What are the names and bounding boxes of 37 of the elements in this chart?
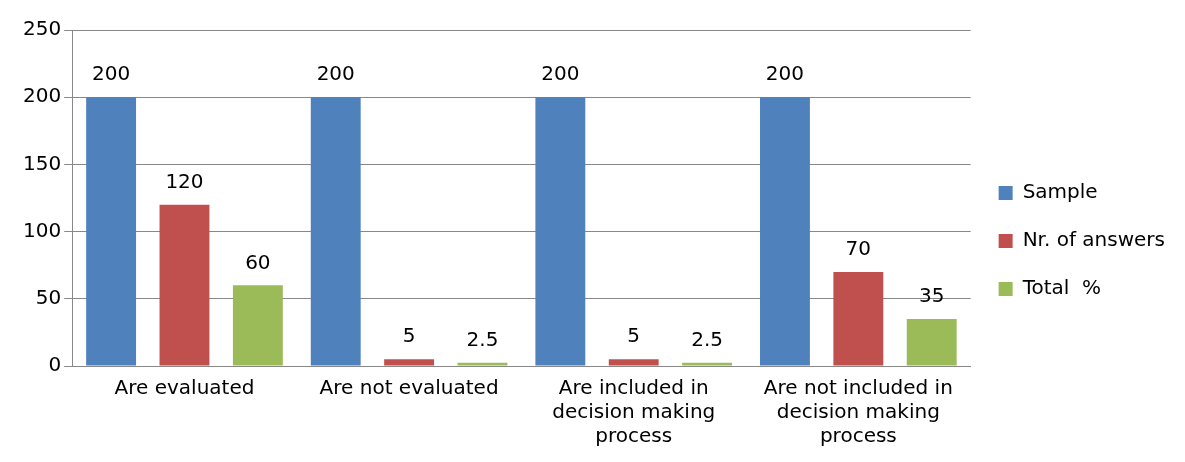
y-tick-label: 200: [22, 83, 62, 108]
data-label: 5: [627, 323, 641, 348]
y-tick-label: 100: [22, 217, 62, 242]
data-label: 200: [765, 61, 805, 86]
bar: [535, 97, 586, 366]
legend-label: Sample: [1022, 179, 1098, 204]
x-tick-label: Are included in decision making process: [552, 375, 716, 448]
y-tick-label: 0: [48, 352, 62, 377]
bar: [906, 318, 957, 366]
x-tick-label: Are not included in decision making process: [763, 375, 953, 448]
bar: [457, 362, 508, 366]
data-label: 200: [541, 61, 580, 86]
data-label: 200: [92, 61, 131, 86]
data-label: 60: [245, 249, 271, 274]
bar: [682, 362, 733, 366]
bar: [384, 359, 435, 366]
data-label: 200: [316, 61, 355, 86]
bar: [608, 359, 659, 366]
y-tick-label: 250: [22, 16, 62, 41]
legend-label: Nr. of answers: [1022, 227, 1166, 252]
bar: [760, 97, 810, 366]
y-tick-label: 50: [35, 285, 62, 309]
data-label: 35: [918, 283, 945, 308]
bar: [159, 204, 210, 366]
data-label: 2.5: [691, 326, 723, 351]
data-label: 120: [165, 168, 204, 193]
x-tick-label: Are evaluated: [114, 375, 255, 400]
bar: [833, 271, 884, 366]
x-tick-label: Are not evaluated: [319, 375, 499, 400]
data-label: 2.5: [466, 326, 499, 351]
legend-label: Total %: [1021, 275, 1102, 300]
y-tick-label: 150: [22, 150, 62, 175]
bar: [310, 97, 361, 366]
data-label: 5: [402, 323, 416, 348]
bar: [232, 285, 283, 366]
bar: [86, 97, 137, 366]
data-label: 70: [845, 236, 872, 261]
